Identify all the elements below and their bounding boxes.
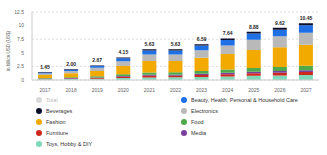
svg-text:9.62: 9.62 [275, 20, 285, 26]
svg-text:8.88: 8.88 [249, 24, 259, 30]
html-text:Food: Food [191, 118, 204, 125]
svg-text:10.45: 10.45 [300, 15, 313, 21]
svg-text:2017: 2017 [39, 87, 50, 92]
svg-text:1.45: 1.45 [40, 64, 50, 70]
svg-text:2022: 2022 [170, 87, 181, 92]
svg-text:2019: 2019 [92, 87, 103, 92]
html-text:Beverages: Beverages [46, 107, 73, 114]
svg-text:6.59: 6.59 [197, 36, 207, 42]
svg-text:2018: 2018 [66, 87, 77, 92]
svg-text:2021: 2021 [144, 87, 155, 92]
svg-text:5.63: 5.63 [171, 41, 181, 47]
html-text:Beauty, Health, Personal & Hou: Beauty, Health, Personal & Household Car… [191, 96, 298, 103]
html-text:Furniture: Furniture [46, 129, 68, 136]
svg-text:2026: 2026 [274, 87, 285, 92]
svg-text:7.64: 7.64 [223, 30, 233, 36]
html-text:Fashion: Fashion [46, 118, 66, 125]
svg-text:2.67: 2.67 [92, 57, 102, 63]
svg-text:10: 10 [18, 22, 24, 28]
svg-text:0: 0 [21, 77, 24, 83]
svg-text:2.00: 2.00 [66, 61, 76, 67]
html-text:Media: Media [191, 129, 206, 136]
svg-text:5: 5 [21, 50, 24, 56]
svg-text:2025: 2025 [248, 87, 259, 92]
svg-text:4.15: 4.15 [118, 49, 128, 55]
html-text:Total: Total [46, 96, 58, 103]
svg-text:in billion USD (US$): in billion USD (US$) [8, 30, 11, 71]
svg-text:2.5: 2.5 [17, 63, 24, 69]
svg-text:2027: 2027 [300, 87, 311, 92]
html-text:Toys, Hobby & DIY: Toys, Hobby & DIY [46, 140, 93, 147]
svg-text:7.5: 7.5 [17, 36, 24, 42]
html-text:Electronics: Electronics [191, 107, 218, 114]
svg-text:2020: 2020 [118, 87, 129, 92]
svg-text:12.5: 12.5 [14, 9, 24, 15]
svg-text:5.63: 5.63 [145, 41, 155, 47]
svg-text:2023: 2023 [196, 87, 207, 92]
svg-text:2024: 2024 [222, 87, 233, 92]
